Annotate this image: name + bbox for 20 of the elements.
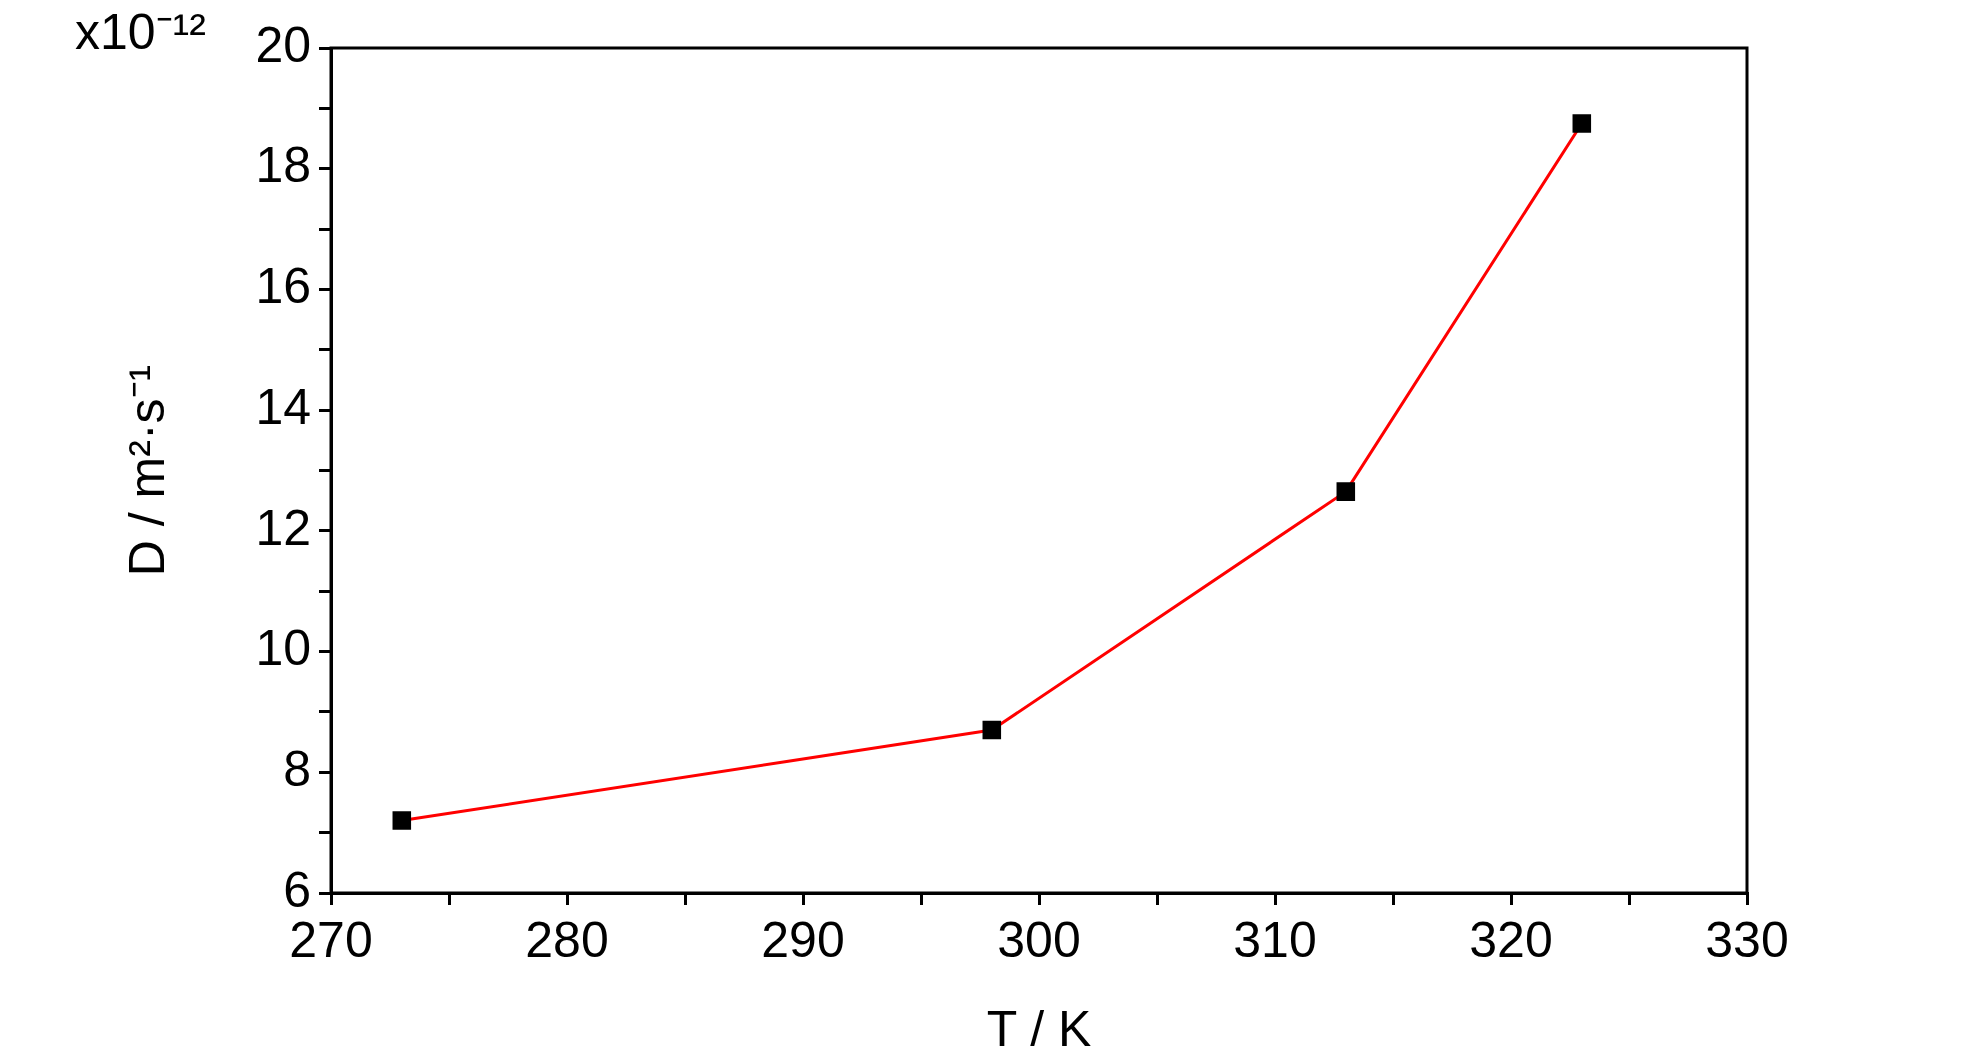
- point: [392, 811, 412, 830]
- x-tick-label: 300: [997, 911, 1081, 968]
- x-tick-label: 330: [1705, 911, 1789, 968]
- x-axis-title: T / K: [986, 1000, 1092, 1057]
- y-tick-label: 10: [255, 620, 311, 677]
- y-tick-label: 18: [255, 137, 311, 194]
- point: [1336, 482, 1356, 501]
- x-tick-label: 280: [525, 911, 609, 968]
- y-tick-label: 8: [283, 741, 311, 798]
- x-tick-label: 290: [761, 911, 845, 968]
- y-tick-label: 14: [255, 378, 311, 435]
- point: [982, 720, 1002, 740]
- y-tick-label: 16: [255, 258, 311, 315]
- text: x10⁻¹²: [75, 3, 206, 60]
- x-tick-label: 320: [1469, 911, 1553, 968]
- x-tick-label: 310: [1233, 911, 1317, 968]
- y-axis-title: D / m²·s⁻¹: [118, 364, 175, 577]
- y-tick-label: 20: [255, 16, 311, 73]
- point: [1572, 114, 1592, 133]
- y-tick-label: 12: [255, 499, 311, 556]
